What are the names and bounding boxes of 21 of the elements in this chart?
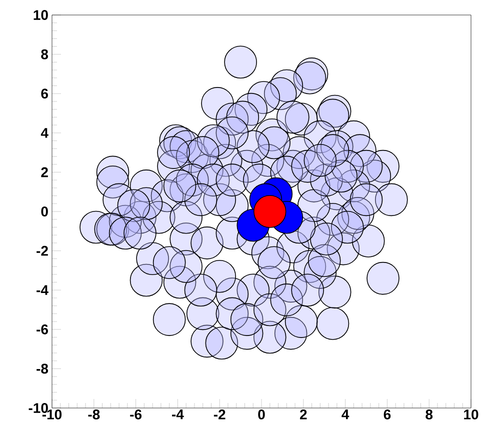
x-tick-label: -2 (214, 410, 226, 420)
x-tick-label: -4 (172, 410, 184, 420)
point (253, 195, 286, 228)
y-tick-label: 8 (41, 49, 48, 60)
y-tick-label: 0 (41, 206, 48, 216)
x-tick-label: 0 (258, 410, 265, 420)
y-tick-label: -8 (36, 364, 48, 374)
y-tick-label: 6 (41, 88, 48, 99)
y-tick-label: -4 (36, 285, 48, 295)
y-tick-label: 10 (34, 10, 48, 20)
x-tick-label: 2 (300, 410, 307, 420)
x-tick-label: -6 (130, 410, 142, 420)
y-tick-label: 2 (41, 167, 48, 178)
x-tick-label: -8 (88, 410, 100, 420)
x-tick-label: 6 (384, 410, 391, 420)
y-tick-label: 4 (40, 128, 48, 138)
x-tick-label: 8 (426, 410, 433, 420)
x-tick-label: 10 (464, 410, 478, 420)
y-tick-label: -2 (36, 246, 48, 256)
y-tick-label: -6 (36, 324, 48, 334)
x-tick-label: 4 (342, 410, 350, 420)
